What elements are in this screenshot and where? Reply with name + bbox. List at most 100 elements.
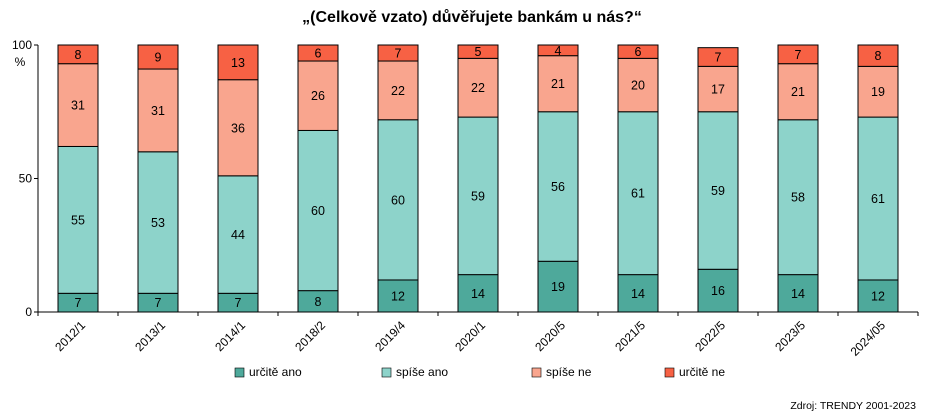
data-label: 14: [791, 287, 805, 301]
bar-segment: [857, 279, 899, 313]
source-note: Zdroj: TRENDY 2001-2023: [790, 400, 916, 412]
data-label: 60: [311, 204, 325, 218]
data-label: 31: [71, 99, 85, 113]
bar-segment: [217, 44, 259, 81]
bar-segment: [297, 44, 339, 62]
data-label: 7: [395, 47, 402, 61]
data-label: 5: [475, 45, 482, 59]
bar-segment: [377, 119, 419, 281]
bar-segment: [857, 65, 899, 118]
x-tick-label: 2020/5: [532, 318, 568, 354]
data-label: 21: [551, 77, 565, 91]
legend-item: určitě ne: [664, 365, 725, 379]
data-label: 4: [555, 44, 562, 58]
data-label: 12: [871, 289, 885, 303]
y-axis: 0 50 100%: [12, 38, 919, 319]
data-label: 14: [631, 287, 645, 301]
data-label: 6: [635, 45, 642, 59]
x-axis-labels: 2012/1 2013/1 2014/1 2018/2 2019/4 2020/1 2020…: [52, 318, 888, 359]
legend-item: určitě ano: [234, 365, 302, 379]
bar-segment: [137, 44, 179, 70]
bar-stack: 14 61 20 6: [617, 44, 659, 313]
data-label: 26: [311, 89, 325, 103]
data-label: 9: [155, 51, 162, 65]
bar-stack: 7 55 31 8: [57, 44, 99, 313]
bar-stack: 14 59 22 5: [457, 44, 499, 313]
data-label: 7: [715, 51, 722, 65]
legend-swatch: [664, 367, 675, 378]
data-label: 21: [791, 85, 805, 99]
data-label: 55: [71, 213, 85, 227]
bar-segment: [457, 44, 499, 59]
legend-label: spíše ano: [396, 365, 448, 379]
bar-segment: [457, 116, 499, 276]
bar-stack: 14 58 21 7: [777, 44, 819, 313]
data-label: 59: [471, 189, 485, 203]
y-axis-unit: %: [15, 55, 26, 69]
y-tick-label: 0: [25, 305, 32, 319]
data-label: 20: [631, 79, 645, 93]
legend-swatch: [381, 367, 392, 378]
bar-segment: [377, 44, 419, 62]
data-label: 58: [791, 191, 805, 205]
x-tick-label: 2023/5: [772, 318, 808, 354]
bar-segment: [537, 44, 579, 57]
data-label: 13: [231, 56, 245, 70]
bar-segment: [537, 55, 579, 113]
bar-segment: [57, 145, 99, 294]
chart-title: „(Celkově vzato) důvěřujete bankám u nás…: [302, 9, 642, 26]
y-tick-label: 100: [12, 38, 32, 52]
bar-segment: [777, 44, 819, 65]
legend-swatch: [234, 367, 245, 378]
legend-label: spíše ne: [546, 365, 592, 379]
legend-item: spíše ano: [381, 365, 448, 379]
data-label: 19: [871, 85, 885, 99]
data-label: 17: [711, 83, 725, 97]
bar-segment: [617, 274, 659, 313]
bar-stack: 7 44 36 13: [217, 44, 259, 313]
x-tick-label: 2020/1: [452, 318, 488, 354]
data-label: 8: [875, 49, 882, 63]
bar-segment: [377, 279, 419, 313]
legend-label: určitě ano: [249, 365, 302, 379]
bar-segment: [697, 111, 739, 270]
data-label: 22: [391, 84, 405, 98]
data-label: 31: [151, 104, 165, 118]
bar-segment: [217, 175, 259, 294]
legend-swatch: [531, 367, 542, 378]
data-label: 7: [795, 48, 802, 62]
bar-stack: 8 60 26 6: [297, 44, 339, 313]
bar-stack: 12 61 19 8: [857, 44, 899, 313]
bar-segment: [857, 116, 899, 281]
bar-segment: [57, 44, 99, 65]
bar-segment: [777, 274, 819, 313]
data-label: 59: [711, 184, 725, 198]
bar-segment: [857, 44, 899, 67]
x-tick-label: 2018/2: [292, 318, 328, 354]
data-label: 60: [391, 193, 405, 207]
data-label: 61: [631, 187, 645, 201]
x-tick-label: 2024/05: [848, 318, 889, 359]
x-tick-label: 2019/4: [372, 318, 408, 354]
x-tick-label: 2022/5: [692, 318, 728, 354]
bar-segment: [617, 111, 659, 276]
bar-segment: [777, 63, 819, 121]
legend: určitě ano spíše ano spíše ne určitě ne: [234, 365, 725, 379]
data-label: 7: [75, 296, 82, 310]
data-label: 7: [155, 296, 162, 310]
bar-segment: [697, 47, 739, 67]
y-tick-label: 50: [19, 172, 33, 186]
data-label: 8: [315, 295, 322, 309]
bar-segment: [537, 260, 579, 313]
data-label: 7: [235, 296, 242, 310]
x-tick-label: 2014/1: [212, 318, 248, 354]
bar-segment: [697, 268, 739, 313]
data-label: 53: [151, 216, 165, 230]
bar-segment: [617, 57, 659, 113]
legend-item: spíše ne: [531, 365, 592, 379]
bar-segment: [57, 63, 99, 147]
data-label: 12: [391, 289, 405, 303]
x-tick-label: 2013/1: [132, 318, 168, 354]
